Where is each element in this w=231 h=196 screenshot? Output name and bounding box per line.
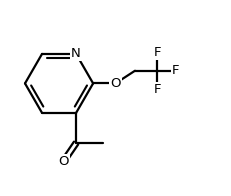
Text: N: N: [71, 47, 81, 60]
Text: F: F: [172, 64, 179, 77]
Text: O: O: [110, 77, 121, 90]
Text: F: F: [154, 46, 161, 59]
Text: O: O: [58, 155, 69, 168]
Text: F: F: [154, 83, 161, 96]
